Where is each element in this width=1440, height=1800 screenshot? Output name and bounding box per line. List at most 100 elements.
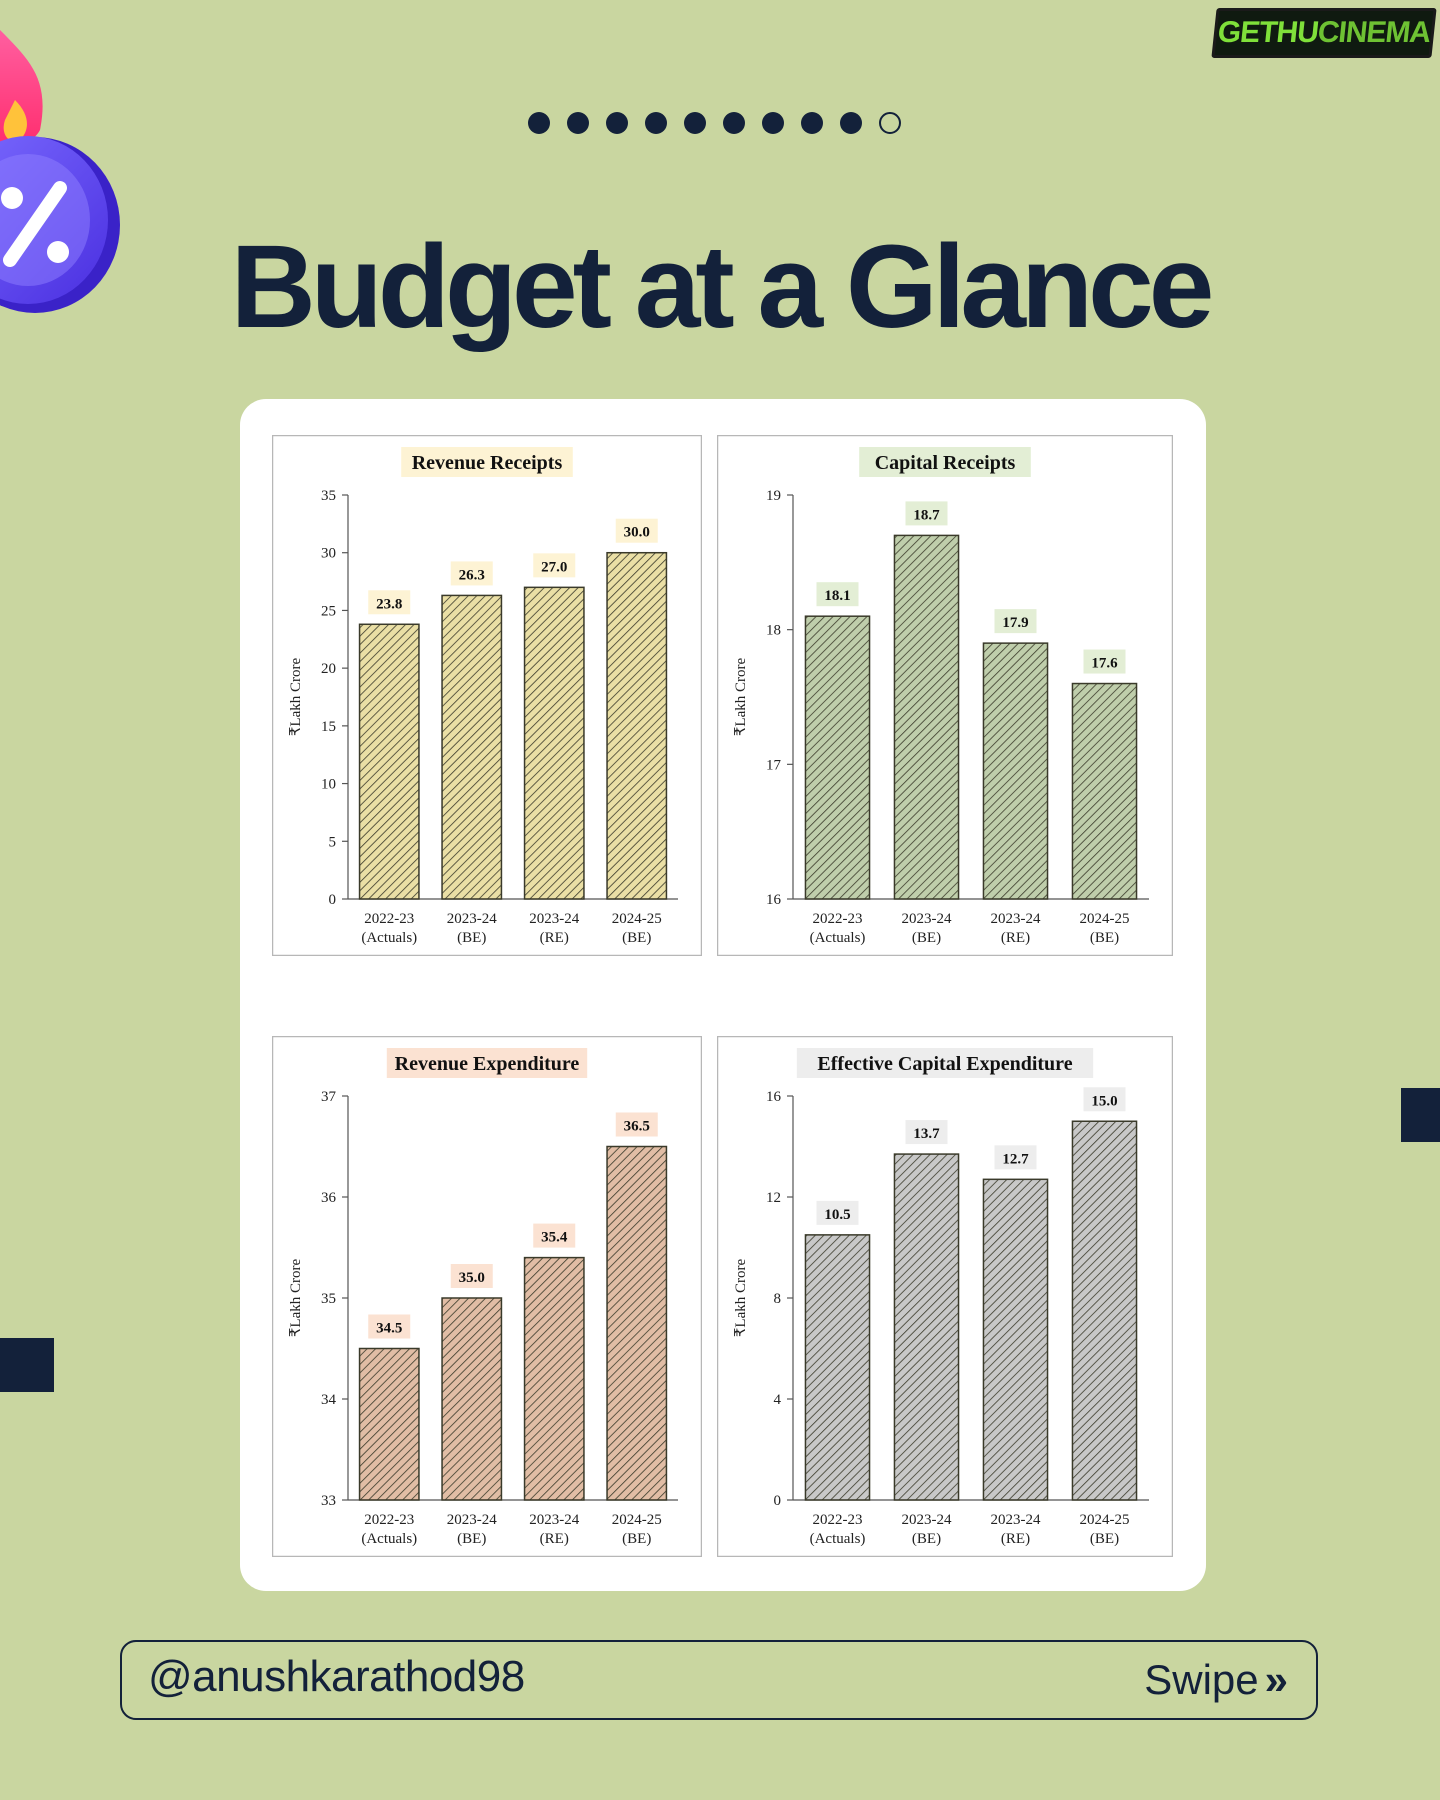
chart-panel-revenue-receipts: Revenue Receipts 0 5 10 15 20 25 30 35 ₹Lakh Cror… (272, 435, 702, 956)
data-label: 35.0 (450, 1264, 493, 1288)
y-tick-label: 15 (321, 719, 336, 735)
y-tick-label: 34 (321, 1392, 337, 1408)
pagination-dot[interactable] (567, 112, 589, 134)
y-tick-label: 4 (774, 1392, 782, 1408)
x-tick-sublabel: (Actuals) (361, 930, 417, 946)
svg-text:17.9: 17.9 (1002, 615, 1028, 631)
data-label: 18.7 (905, 501, 948, 526)
x-tick-label: 2023-24 (529, 911, 579, 927)
y-tick-label: 20 (321, 661, 336, 677)
y-axis-label: ₹Lakh Crore (733, 1259, 749, 1338)
chart-title: Effective Capital Expenditure (796, 1048, 1094, 1078)
x-tick-sublabel: (RE) (540, 1531, 569, 1547)
decor-square-right (1401, 1088, 1440, 1142)
data-label: 17.6 (1083, 649, 1126, 674)
pagination-dot[interactable] (723, 112, 745, 134)
data-label: 30.0 (615, 518, 658, 543)
data-label: 23.8 (368, 590, 411, 615)
y-tick-label: 19 (766, 488, 781, 504)
pagination-dot[interactable] (879, 112, 901, 134)
x-tick-label: 2024-25 (612, 911, 662, 927)
y-tick-label: 18 (766, 623, 781, 639)
pagination-dot[interactable] (528, 112, 550, 134)
x-tick-sublabel: (Actuals) (810, 1531, 866, 1547)
svg-text:35.4: 35.4 (541, 1230, 568, 1246)
bar (606, 551, 668, 900)
charts-card: Revenue Receipts 0 5 10 15 20 25 30 35 ₹Lakh Cror… (240, 399, 1206, 1591)
y-tick-label: 30 (321, 546, 336, 562)
bar (1071, 682, 1138, 900)
x-tick-label: 2022-23 (364, 1512, 414, 1528)
chart-panel-effective-capex: Effective Capital Expenditure 0 4 8 12 16 ₹Lak… (717, 1036, 1173, 1557)
svg-text:10.5: 10.5 (824, 1207, 850, 1223)
data-label: 34.5 (368, 1314, 411, 1339)
x-tick-sublabel: (BE) (912, 930, 941, 946)
chart-title: Revenue Receipts (401, 447, 573, 477)
x-tick-label: 2023-24 (902, 911, 952, 927)
y-tick-label: 5 (329, 834, 337, 850)
y-tick-label: 16 (766, 1089, 782, 1105)
chart-revenue-expenditure: Revenue Expenditure 33 34 35 36 37 ₹Lakh Crore… (272, 1036, 702, 1557)
y-tick-label: 36 (321, 1190, 337, 1206)
bar (1071, 1120, 1138, 1501)
footer-bar: @anushkarathod98 Swipe » (120, 1640, 1318, 1720)
y-tick-label: 0 (329, 892, 337, 908)
chart-revenue-receipts: Revenue Receipts 0 5 10 15 20 25 30 35 ₹Lakh Cror… (272, 435, 702, 956)
pagination-dot[interactable] (606, 112, 628, 134)
y-tick-label: 17 (766, 757, 782, 773)
data-label: 12.7 (994, 1145, 1037, 1170)
bar (804, 615, 871, 900)
bar (358, 1347, 420, 1501)
y-tick-label: 35 (321, 488, 336, 504)
pagination-dot[interactable] (645, 112, 667, 134)
data-label: 27.0 (533, 553, 576, 578)
svg-text:26.3: 26.3 (459, 567, 485, 583)
bar (358, 623, 420, 900)
chart-panel-revenue-expenditure: Revenue Expenditure 33 34 35 36 37 ₹Lakh Crore… (272, 1036, 702, 1557)
data-label: 10.5 (816, 1200, 859, 1225)
swipe-button[interactable]: Swipe » (1144, 1656, 1288, 1704)
svg-text:12.7: 12.7 (1002, 1151, 1029, 1167)
data-label: 36.5 (615, 1112, 658, 1137)
data-label: 13.7 (905, 1120, 948, 1145)
svg-text:Effective Capital Expenditure: Effective Capital Expenditure (817, 1053, 1072, 1075)
y-tick-label: 35 (321, 1291, 336, 1307)
y-tick-label: 25 (321, 603, 336, 619)
svg-text:Revenue Expenditure: Revenue Expenditure (395, 1053, 580, 1075)
y-tick-label: 16 (766, 892, 782, 908)
bar (441, 594, 503, 900)
x-tick-label: 2024-25 (1080, 1512, 1130, 1528)
x-tick-label: 2023-24 (447, 1512, 497, 1528)
chart-title: Revenue Expenditure (386, 1048, 588, 1078)
page-title: Budget at a Glance (230, 221, 1215, 353)
pagination-dot[interactable] (684, 112, 706, 134)
chart-title: Capital Receipts (859, 447, 1031, 477)
svg-text:36.5: 36.5 (624, 1119, 650, 1135)
watermark-text-1: GETHU (1216, 16, 1320, 49)
svg-text:17.6: 17.6 (1091, 656, 1118, 672)
y-tick-label: 12 (766, 1190, 781, 1206)
author-handle[interactable]: @anushkarathod98 (148, 1652, 525, 1701)
x-tick-sublabel: (Actuals) (361, 1531, 417, 1547)
pagination-dot[interactable] (801, 112, 823, 134)
bar (982, 642, 1049, 900)
x-tick-label: 2023-24 (447, 911, 497, 927)
svg-text:27.0: 27.0 (541, 559, 567, 575)
svg-text:Revenue Receipts: Revenue Receipts (412, 452, 563, 474)
y-tick-label: 10 (321, 777, 336, 793)
bar (523, 586, 585, 900)
x-tick-label: 2023-24 (529, 1512, 579, 1528)
y-axis-label: ₹Lakh Crore (288, 1259, 304, 1338)
x-tick-sublabel: (BE) (457, 930, 486, 946)
data-label: 26.3 (450, 561, 493, 586)
y-tick-label: 37 (321, 1089, 337, 1105)
bar (893, 534, 960, 900)
x-tick-label: 2023-24 (991, 911, 1041, 927)
pagination-dot[interactable] (840, 112, 862, 134)
chart-panel-capital-receipts: Capital Receipts 16 17 18 19 ₹Lakh Crore 18.1 2… (717, 435, 1173, 956)
pagination-dot[interactable] (762, 112, 784, 134)
pagination-dots (528, 112, 901, 134)
watermark-text-2: CINEMA (1316, 16, 1432, 49)
bar (982, 1178, 1049, 1501)
x-tick-label: 2024-25 (1080, 911, 1130, 927)
